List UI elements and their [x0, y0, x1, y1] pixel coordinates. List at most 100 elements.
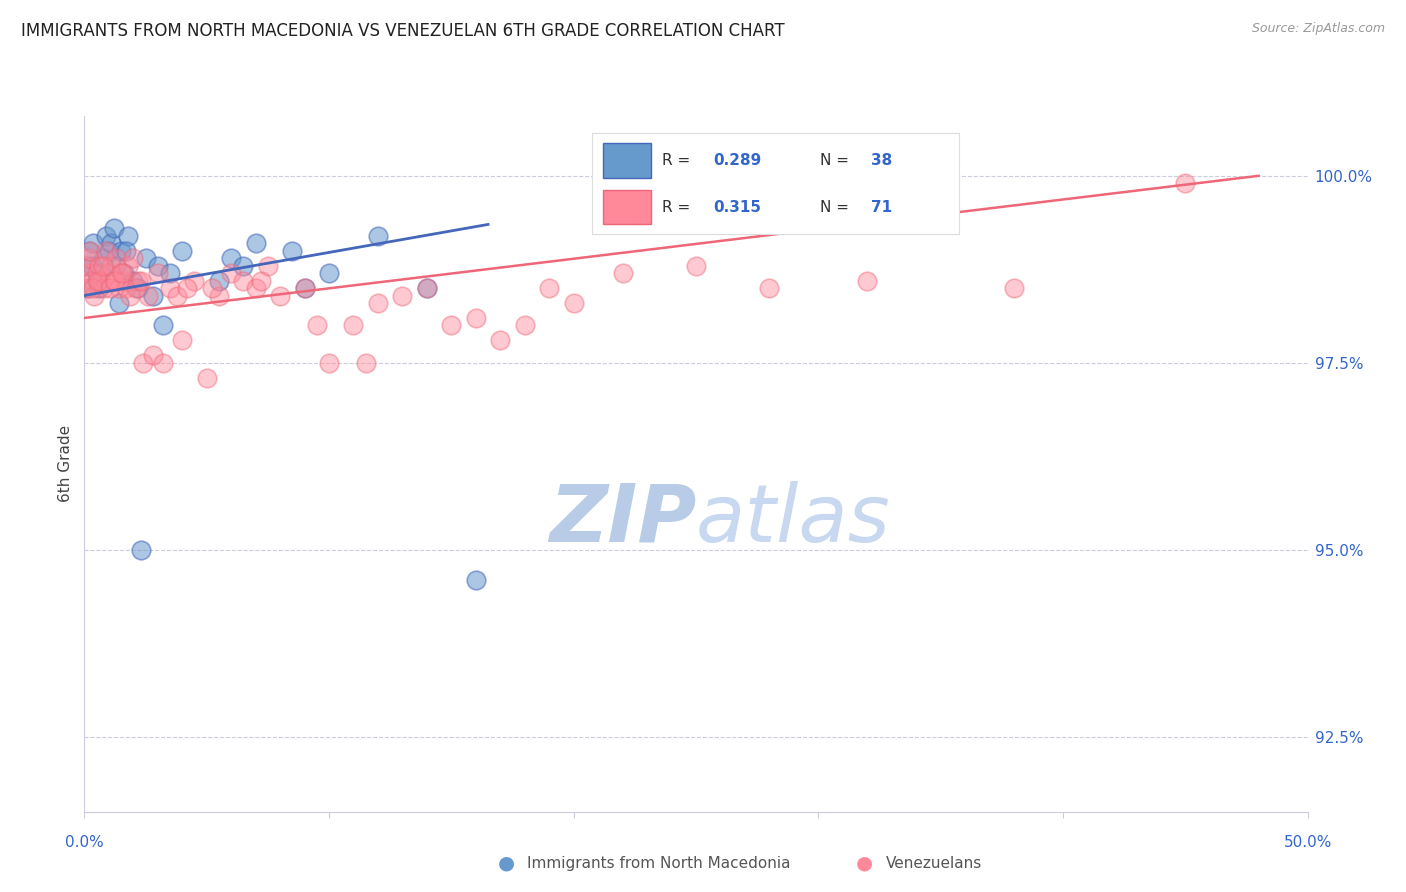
Text: 0.0%: 0.0% — [65, 836, 104, 850]
Point — [219, 266, 242, 280]
Point — [82, 281, 104, 295]
Point — [132, 356, 155, 370]
Point — [96, 228, 118, 243]
Point — [208, 274, 231, 288]
Point — [281, 244, 304, 258]
Point — [416, 281, 439, 295]
Point — [125, 281, 148, 295]
Point — [232, 274, 254, 288]
Point — [294, 281, 316, 295]
Point — [112, 274, 135, 288]
Point — [105, 259, 128, 273]
Point — [110, 244, 132, 258]
Point — [219, 251, 242, 265]
Point — [86, 274, 108, 288]
Point — [172, 334, 194, 348]
Point — [200, 281, 222, 295]
Point — [110, 266, 132, 280]
Point — [117, 228, 139, 243]
Point — [135, 251, 157, 265]
Point — [146, 259, 169, 273]
Point — [183, 274, 205, 288]
Point — [76, 259, 98, 273]
Point — [93, 251, 115, 265]
Point — [104, 274, 127, 288]
Point — [562, 296, 585, 310]
Point — [152, 318, 174, 333]
Point — [391, 288, 413, 302]
Point — [90, 266, 112, 280]
Point — [685, 259, 707, 273]
Text: 50.0%: 50.0% — [1284, 836, 1331, 850]
Point — [257, 259, 280, 273]
Point — [111, 266, 134, 280]
Point — [129, 542, 152, 557]
Point — [367, 296, 389, 310]
Point — [76, 281, 98, 295]
Point — [176, 281, 198, 295]
Point — [249, 274, 271, 288]
Point — [86, 266, 108, 280]
Point — [612, 266, 634, 280]
Point — [107, 296, 129, 310]
Point — [159, 266, 181, 280]
Point — [367, 228, 389, 243]
Point — [318, 356, 340, 370]
Point — [87, 259, 110, 273]
Point — [129, 274, 152, 288]
Point — [80, 259, 103, 273]
Point — [208, 288, 231, 302]
Point — [440, 318, 463, 333]
Point — [489, 334, 512, 348]
Point — [856, 274, 879, 288]
Point — [354, 356, 377, 370]
Point — [166, 288, 188, 302]
Point — [245, 281, 267, 295]
Point — [464, 310, 486, 325]
Point — [100, 259, 122, 273]
Point — [122, 274, 145, 288]
Point — [1002, 281, 1025, 295]
Point — [100, 236, 122, 251]
Point — [77, 266, 100, 280]
Point — [159, 281, 181, 295]
Y-axis label: 6th Grade: 6th Grade — [58, 425, 73, 502]
Point — [77, 244, 100, 258]
Point — [87, 281, 110, 295]
Text: ZIP: ZIP — [548, 481, 696, 558]
Text: IMMIGRANTS FROM NORTH MACEDONIA VS VENEZUELAN 6TH GRADE CORRELATION CHART: IMMIGRANTS FROM NORTH MACEDONIA VS VENEZ… — [21, 22, 785, 40]
Point — [117, 259, 139, 273]
Point — [342, 318, 364, 333]
Text: Immigrants from North Macedonia: Immigrants from North Macedonia — [527, 856, 790, 871]
Point — [305, 318, 328, 333]
Text: ●: ● — [498, 854, 515, 873]
Point — [96, 244, 118, 258]
Point — [122, 251, 145, 265]
Point — [80, 274, 103, 288]
Point — [127, 281, 149, 295]
Point — [464, 573, 486, 587]
Point — [142, 288, 165, 302]
Point — [98, 281, 121, 295]
Point — [245, 236, 267, 251]
Point — [146, 266, 169, 280]
Point — [115, 244, 138, 258]
Point — [105, 251, 128, 265]
Point — [87, 274, 110, 288]
Point — [118, 288, 141, 302]
Point — [318, 266, 340, 280]
Text: Venezuelans: Venezuelans — [886, 856, 981, 871]
Point — [195, 371, 218, 385]
Point — [269, 288, 291, 302]
Point — [294, 281, 316, 295]
Text: atlas: atlas — [696, 481, 891, 558]
Point — [82, 236, 104, 251]
Point — [416, 281, 439, 295]
Point — [79, 244, 101, 258]
Point — [758, 281, 780, 295]
Point — [97, 266, 120, 280]
Point — [90, 274, 112, 288]
Point — [103, 274, 125, 288]
Point — [538, 281, 561, 295]
Text: ●: ● — [856, 854, 873, 873]
